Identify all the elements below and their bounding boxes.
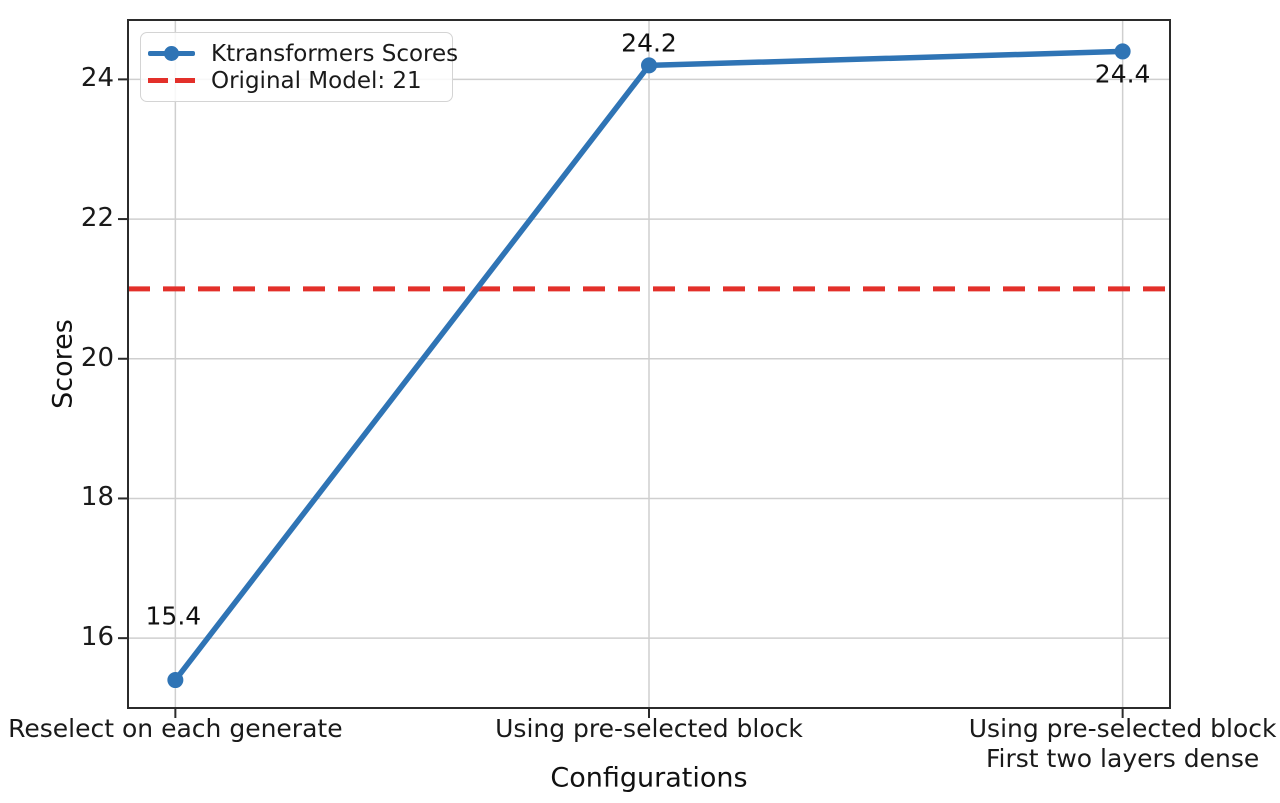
y-axis-title: Scores [47, 319, 79, 409]
x-tick-label: Reselect on each generate [8, 714, 343, 743]
data-point-label: 24.2 [621, 28, 677, 58]
x-tick-label: Using pre-selected block First two layers… [968, 714, 1277, 773]
y-tick-label: 20 [80, 342, 114, 373]
legend-dash-icon [148, 67, 195, 94]
legend-label-series: Ktransformers Scores [211, 40, 459, 67]
x-tick-label: Using pre-selected block [495, 714, 803, 743]
x-axis-title: Configurations [550, 762, 748, 794]
legend-label-reference: Original Model: 21 [211, 67, 422, 94]
data-point [167, 672, 184, 689]
data-point-label: 24.4 [1094, 59, 1151, 89]
legend-line-marker-icon [148, 40, 195, 67]
data-point-label: 15.4 [145, 601, 202, 631]
y-tick-label: 24 [80, 63, 114, 94]
y-tick-label: 22 [80, 202, 114, 233]
legend-item-reference: Original Model: 21 [148, 67, 442, 94]
chart-legend: Ktransformers Scores Original Model: 21 [140, 32, 458, 102]
data-point [1114, 43, 1131, 60]
y-tick-label: 16 [80, 621, 114, 652]
data-point [641, 57, 657, 74]
y-tick-label: 18 [80, 482, 114, 513]
legend-item-series: Ktransformers Scores [148, 40, 458, 67]
